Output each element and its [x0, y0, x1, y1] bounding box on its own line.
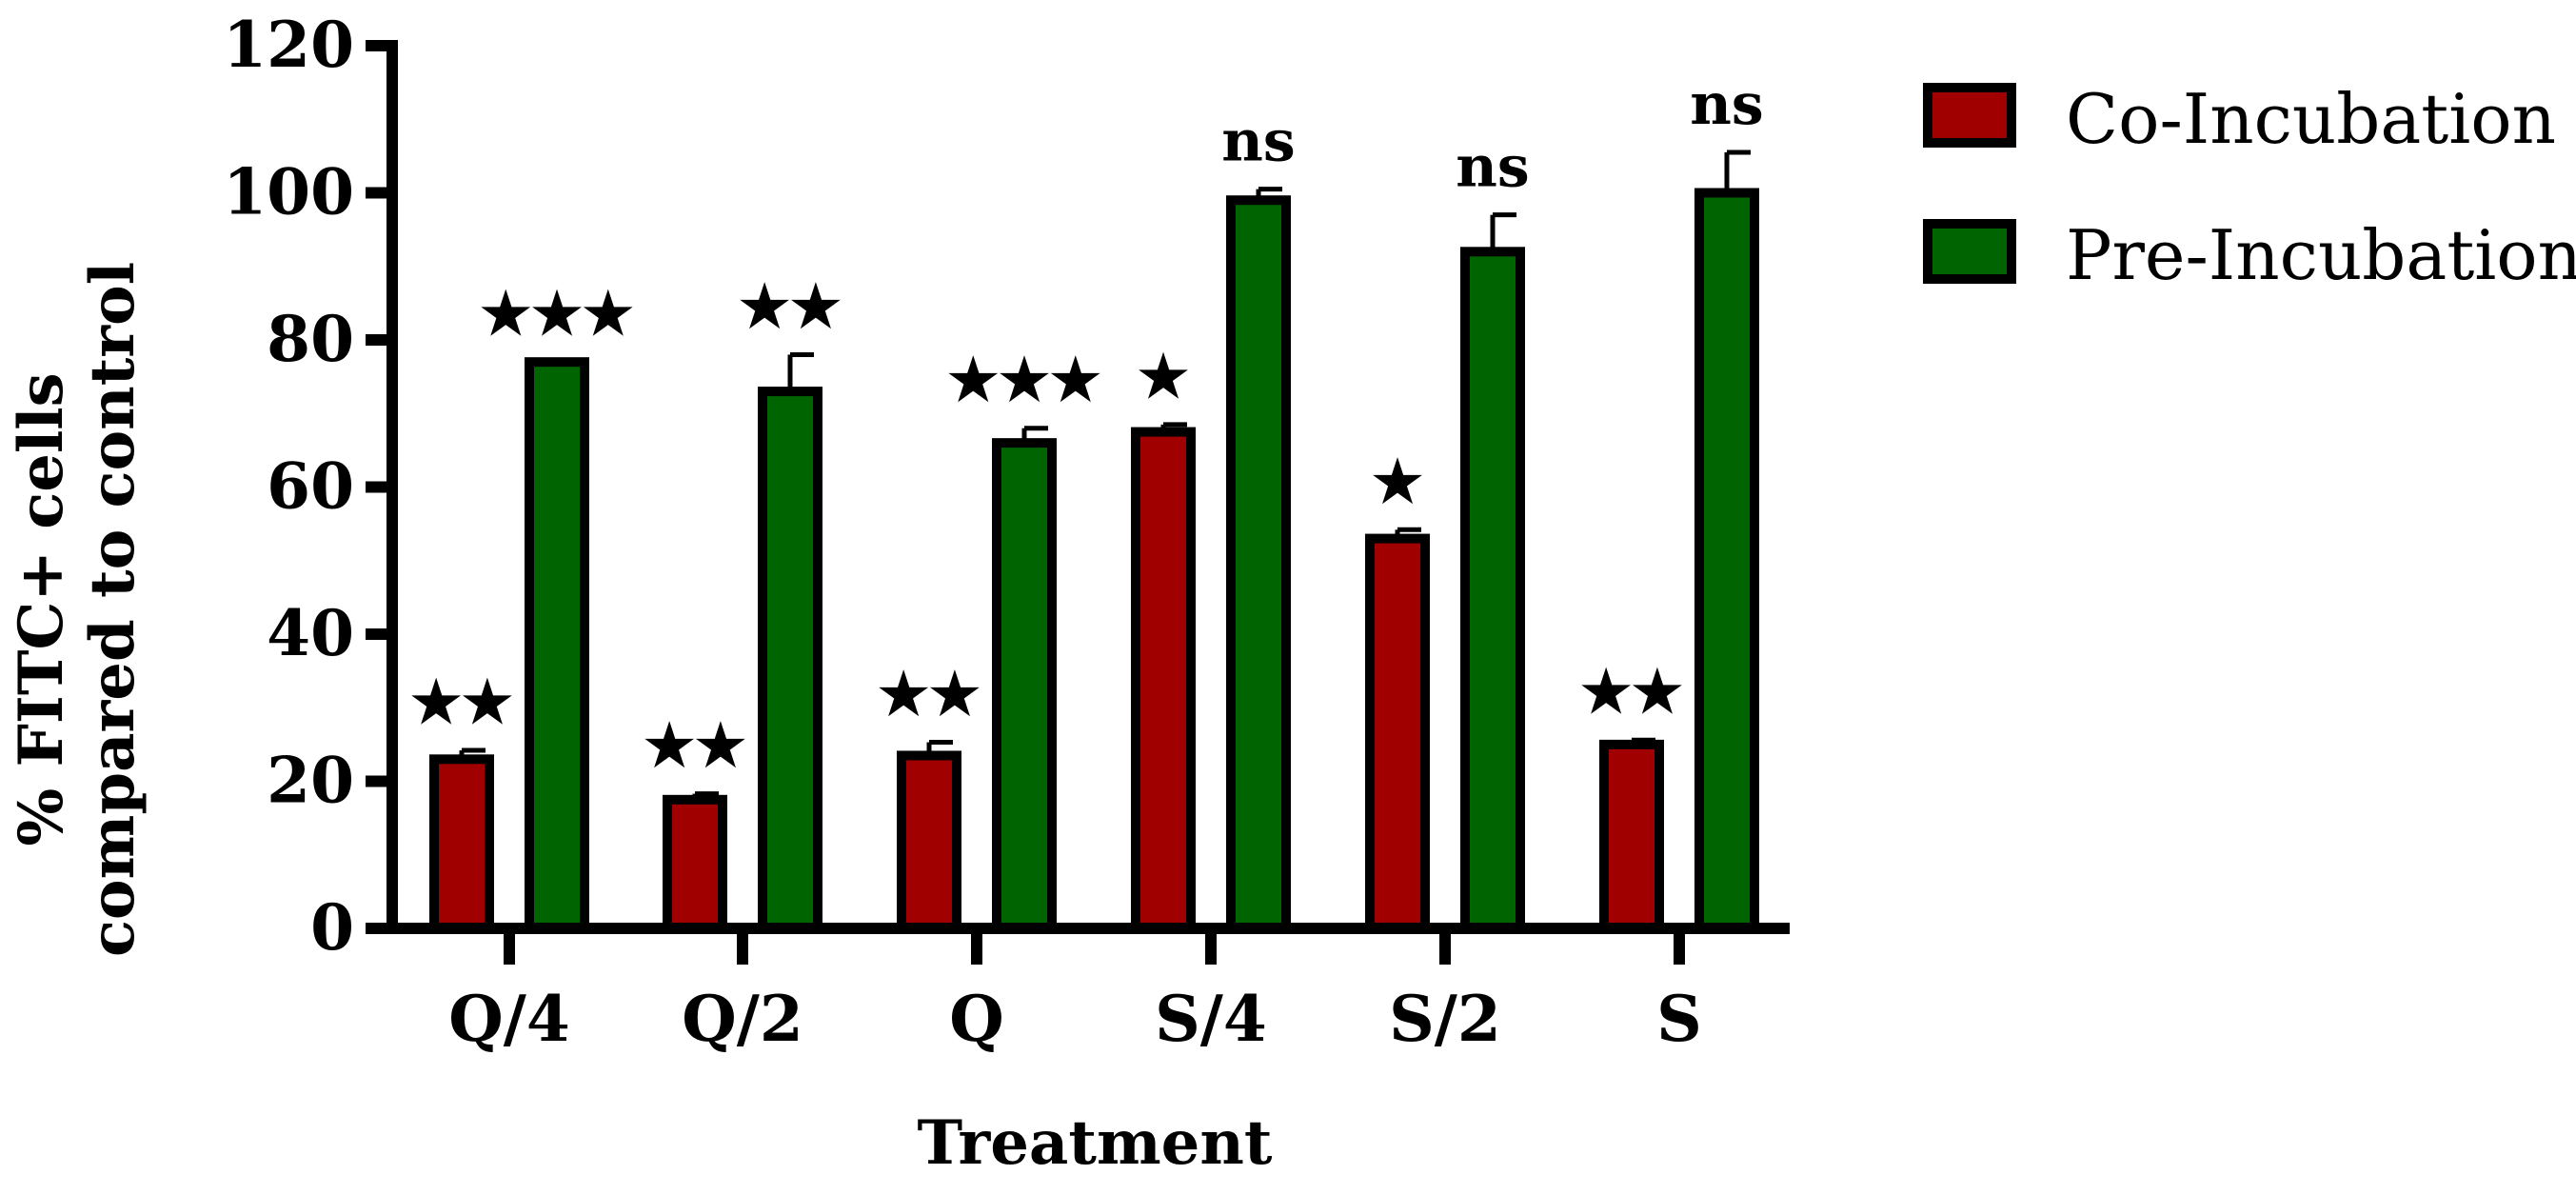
x-tick-label: S: [1656, 982, 1702, 1056]
legend-label-pre-incubation: Pre-Incubation: [2066, 215, 2576, 295]
bar-pre-incubation: [758, 387, 822, 933]
bar-pre-incubation: [1460, 247, 1525, 933]
x-tick-label: S/2: [1389, 982, 1501, 1056]
bar-pre-incubation: [1694, 188, 1759, 933]
x-tick-label: Q/4: [448, 982, 570, 1056]
y-tick-label: 80: [267, 302, 354, 376]
y-tick-label: 120: [223, 8, 354, 82]
y-tick-label: 100: [223, 155, 354, 229]
y-tick-label: 0: [310, 890, 354, 965]
legend-label-co-incubation: Co-Incubation: [2066, 79, 2556, 159]
significance-label: ★★: [644, 713, 746, 780]
significance-label: ★★★: [947, 348, 1100, 414]
significance-label: ★: [1138, 344, 1189, 410]
bar-co-incubation: [1365, 533, 1430, 933]
significance-label: ★★: [1580, 659, 1683, 726]
significance-label: ★★: [410, 669, 513, 736]
x-tick-label: S/4: [1155, 982, 1267, 1056]
x-tick-label: Q/2: [682, 982, 803, 1056]
legend-swatch-co-incubation: [1923, 83, 2016, 148]
y-axis-title-line2: compared to control: [77, 262, 149, 957]
significance-label: ★★★: [480, 281, 633, 348]
bar-pre-incubation: [525, 357, 589, 933]
legend: Co-Incubation Pre-Incubation: [1923, 79, 2576, 295]
bar-pre-incubation: [992, 438, 1057, 933]
significance-label: ns: [1690, 71, 1763, 138]
bar-pre-incubation: [1226, 195, 1291, 934]
y-tick-label: 20: [267, 744, 354, 818]
y-axis-title-line1: % FITC+ cells: [6, 372, 77, 846]
x-tick-label: Q: [949, 982, 1004, 1056]
significance-label: ns: [1221, 109, 1295, 175]
y-tick-label: 40: [267, 596, 354, 670]
x-axis-ticks: Q/4 Q/2 Q S/4 S/2 S: [448, 928, 1702, 1056]
significance-label: ns: [1456, 134, 1529, 201]
legend-swatch-pre-incubation: [1923, 219, 2016, 284]
bar-co-incubation: [663, 794, 727, 933]
y-tick-label: 60: [267, 449, 354, 524]
significance-label: ★★: [739, 273, 842, 340]
significance-label: ★: [1372, 448, 1423, 515]
x-axis-title: Treatment: [918, 1107, 1273, 1179]
significance-label: ★★: [878, 662, 981, 728]
y-axis-title: % FITC+ cells compared to control: [6, 262, 149, 957]
bar-co-incubation: [429, 754, 494, 934]
y-axis-ticks: 0 20 40 60 80 100 120: [223, 8, 392, 965]
error-bars: [459, 149, 1751, 800]
bar-co-incubation: [1131, 427, 1196, 933]
bar-co-incubation: [897, 750, 961, 934]
bar-co-incubation: [1599, 739, 1664, 933]
